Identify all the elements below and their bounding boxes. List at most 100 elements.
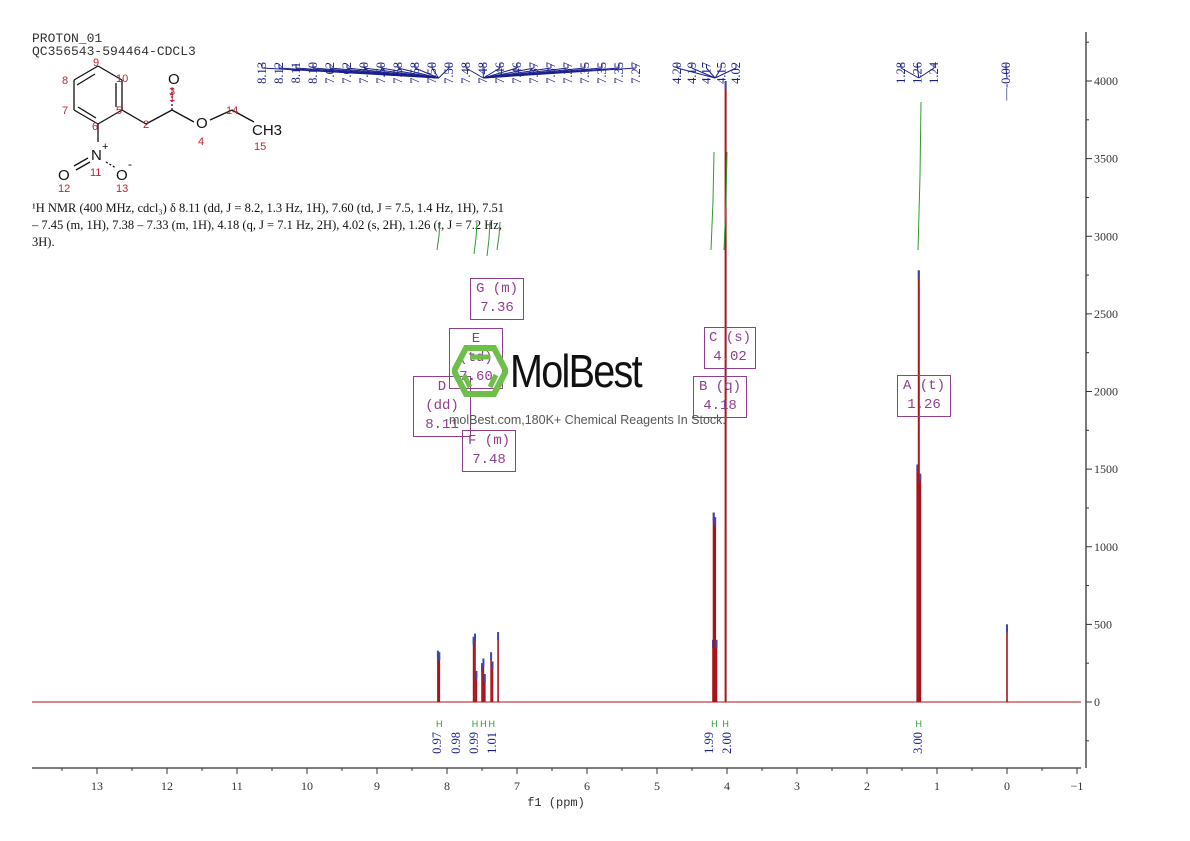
x-tick-label: 4 <box>724 779 730 793</box>
integral-curve <box>710 151 715 251</box>
integral-curve <box>917 101 922 251</box>
y-tick-label: 0 <box>1094 695 1100 709</box>
svg-text:7: 7 <box>62 105 68 117</box>
peak-shift-label: 8.11 <box>289 62 303 83</box>
integral-value: 1.99 <box>702 732 716 754</box>
peak-shift-label: 7.48 <box>459 62 473 84</box>
peak-shift-label: —-0.00 <box>999 62 1013 102</box>
x-tick-label: 2 <box>864 779 870 793</box>
peak-shift-label: 7.62 <box>323 62 337 84</box>
peak-shift-label: 1.24 <box>927 61 941 84</box>
integral-curve <box>723 151 728 251</box>
peak-shift-label: 7.27 <box>629 62 643 84</box>
y-tick-label: 1000 <box>1094 540 1118 554</box>
x-tick-label: 10 <box>301 779 313 793</box>
integral-marker: H <box>480 719 487 729</box>
peak-shift-label: 4.02 <box>729 62 743 84</box>
integral-marker: H <box>436 719 443 729</box>
integral-value: 3.00 <box>911 732 925 754</box>
multiplet-box-d: D (dd) 8.11 <box>413 376 471 437</box>
x-tick-label: 9 <box>374 779 380 793</box>
peak-shift-label: 7.60 <box>357 62 371 84</box>
integral-value: 0.99 <box>467 732 481 754</box>
peak-shift-label: 7.62 <box>340 62 354 84</box>
integral-value: 0.97 <box>430 732 444 754</box>
peak-shift-label: 1.28 <box>894 62 908 84</box>
integral-curve <box>473 221 478 255</box>
x-tick-label: 6 <box>584 779 590 793</box>
atom-nitro-oxygen: O <box>58 167 70 184</box>
nmr-description: ¹H NMR (400 MHz, cdcl₃) δ 8.11 (dd, J = … <box>32 201 505 249</box>
peak-shift-label: 8.12 <box>272 62 286 84</box>
atom-nitro-nitrogen: N <box>91 147 102 164</box>
peak-shift-label: 4.15 <box>714 62 728 84</box>
integral-marker: H <box>489 719 496 729</box>
peak-shift-label: 7.35 <box>612 62 626 84</box>
atom-methyl: CH3 <box>252 122 282 139</box>
svg-text:12: 12 <box>58 183 70 195</box>
svg-text:6: 6 <box>92 121 98 133</box>
integral-marker: H <box>472 719 479 729</box>
experiment-name: PROTON_01 <box>32 31 103 46</box>
integral-curve <box>496 221 501 251</box>
multiplet-box-g: G (m) 7.36 <box>470 278 524 320</box>
sample-id: QC356543-594464-CDCL3 <box>32 44 196 59</box>
chemical-structure: O O CH3 N + O O - 1 2 3 4 5 6 7 8 9 10 1… <box>58 58 282 195</box>
x-tick-label: 1 <box>934 779 940 793</box>
x-tick-label: 12 <box>161 779 173 793</box>
peak-shift-label: 4.17 <box>700 62 714 84</box>
integral-value: 1.01 <box>485 732 499 754</box>
integral-marker: H <box>711 719 718 729</box>
svg-text:8: 8 <box>62 75 68 87</box>
integral-curve <box>436 221 441 251</box>
integral-marker: H <box>916 719 923 729</box>
peak-shift-label: 4.20 <box>670 62 684 84</box>
svg-text:11: 11 <box>90 167 101 179</box>
integral-curve <box>486 221 491 257</box>
integral-value: 2.00 <box>720 732 734 754</box>
x-tick-label: 3 <box>794 779 800 793</box>
x-tick-label: 0 <box>1004 779 1010 793</box>
x-tick-label: 11 <box>231 779 243 793</box>
y-tick-label: 4000 <box>1094 74 1118 88</box>
integral-marker: H <box>722 719 729 729</box>
peak-shift-label: 7.35 <box>595 62 609 84</box>
x-tick-label: 8 <box>444 779 450 793</box>
x-tick-label: −1 <box>1071 779 1084 793</box>
x-axis-label: f1 (ppm) <box>527 796 585 810</box>
svg-text:3: 3 <box>169 86 175 98</box>
svg-text:9: 9 <box>93 58 99 69</box>
molbest-logo-text: MolBest <box>510 345 643 397</box>
atom-ester-oxygen: O <box>196 115 208 132</box>
watermark-tagline: molBest.com,180K+ Chemical Reagents In S… <box>449 413 726 427</box>
y-tick-label: 2000 <box>1094 385 1118 399</box>
peak-shift-label: 7.58 <box>408 62 422 84</box>
svg-text:+: + <box>102 141 108 153</box>
peak-shift-label: 7.50 <box>442 62 456 84</box>
svg-text:13: 13 <box>116 183 128 195</box>
svg-text:1: 1 <box>169 92 175 104</box>
y-tick-label: 1500 <box>1094 462 1118 476</box>
multiplet-box-a: A (t) 1.26 <box>897 375 951 417</box>
peak-shift-label: 8.10 <box>306 62 320 84</box>
peak-shift-label: 4.19 <box>685 62 699 84</box>
multiplet-box-c: C (s) 4.02 <box>704 327 756 369</box>
multiplet-box-b: B (q) 4.18 <box>693 376 747 418</box>
peak-shift-label: 8.13 <box>255 62 269 84</box>
x-tick-label: 13 <box>91 779 103 793</box>
x-tick-label: 5 <box>654 779 660 793</box>
svg-text:2: 2 <box>143 119 149 131</box>
x-tick-label: 7 <box>514 779 520 793</box>
y-tick-label: 2500 <box>1094 307 1118 321</box>
svg-text:14: 14 <box>226 105 238 117</box>
svg-text:4: 4 <box>198 136 204 148</box>
atom-carbonyl-oxygen: O <box>168 71 180 88</box>
peak-shift-label: 7.58 <box>391 62 405 84</box>
y-tick-label: 500 <box>1094 617 1112 631</box>
y-tick-label: 3500 <box>1094 152 1118 166</box>
y-tick-label: 3000 <box>1094 229 1118 243</box>
svg-text:10: 10 <box>116 73 128 85</box>
svg-text:-: - <box>128 157 132 171</box>
peak-shift-label: 7.50 <box>425 62 439 84</box>
